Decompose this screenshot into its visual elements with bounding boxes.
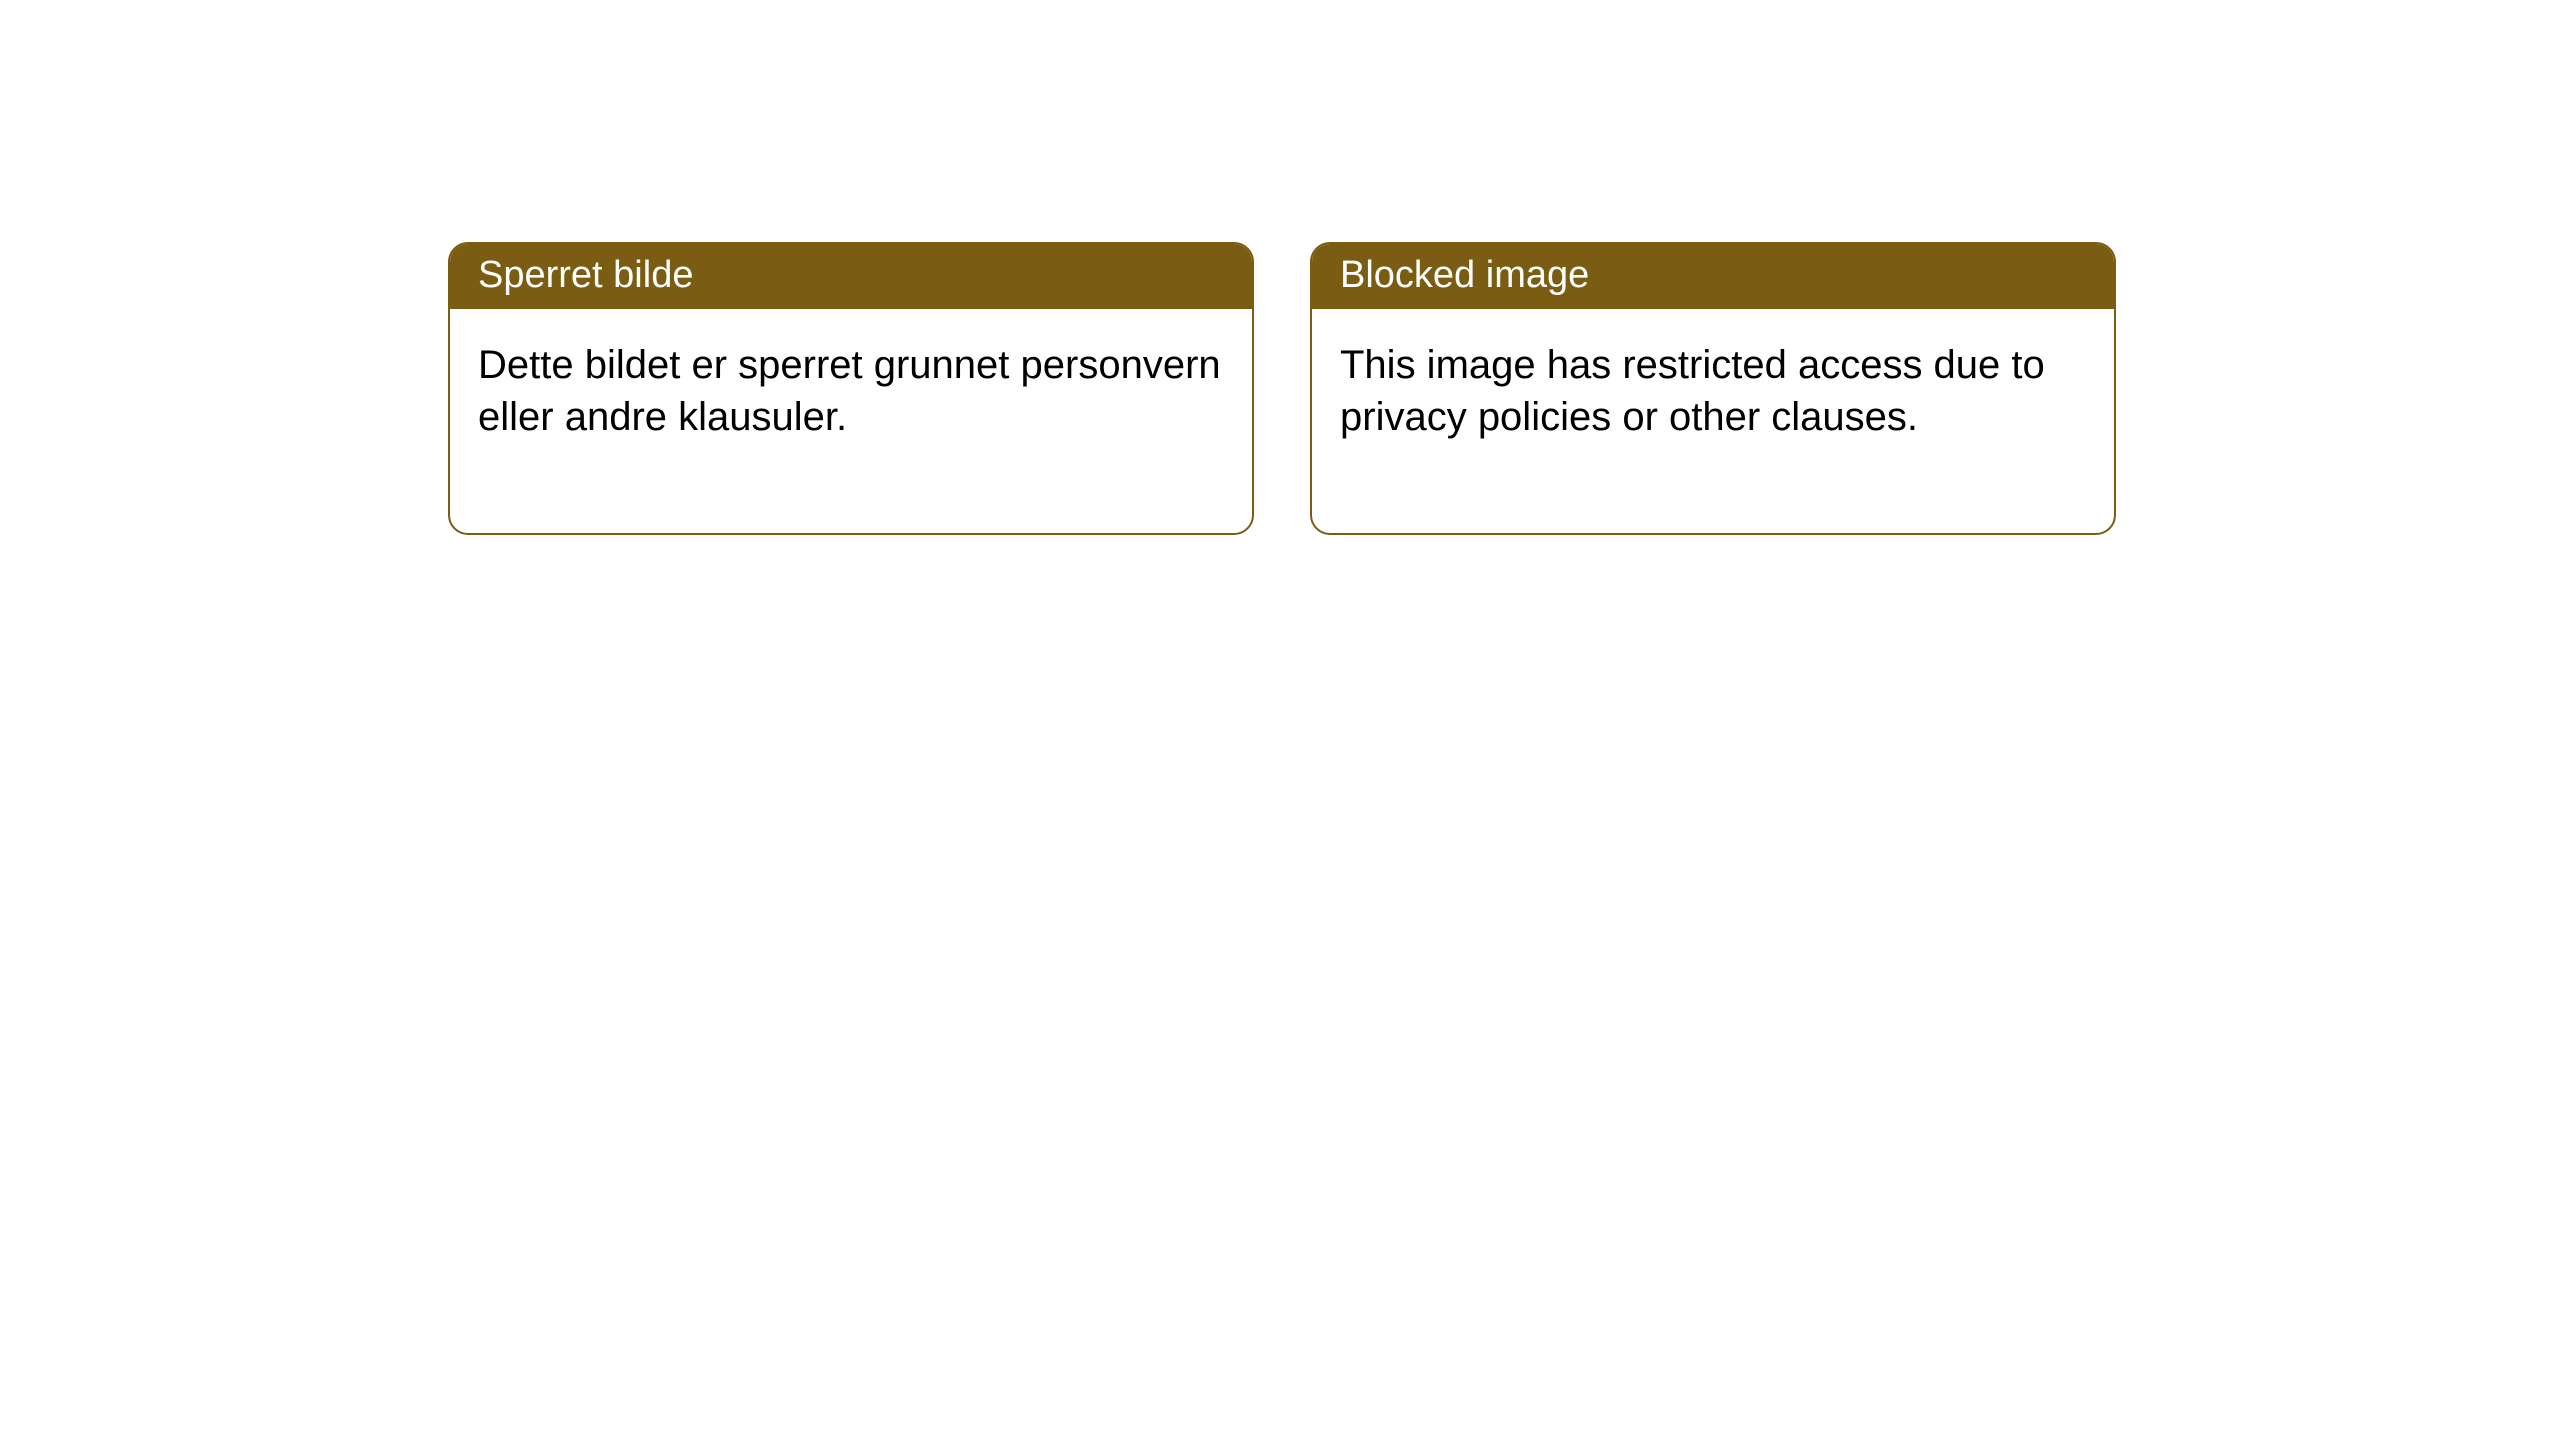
- blocked-image-card-en: Blocked image This image has restricted …: [1310, 242, 2116, 535]
- card-body: Dette bildet er sperret grunnet personve…: [450, 309, 1252, 533]
- notice-cards-container: Sperret bilde Dette bildet er sperret gr…: [0, 0, 2560, 535]
- card-header: Sperret bilde: [450, 244, 1252, 309]
- blocked-image-card-no: Sperret bilde Dette bildet er sperret gr…: [448, 242, 1254, 535]
- card-body: This image has restricted access due to …: [1312, 309, 2114, 533]
- card-header: Blocked image: [1312, 244, 2114, 309]
